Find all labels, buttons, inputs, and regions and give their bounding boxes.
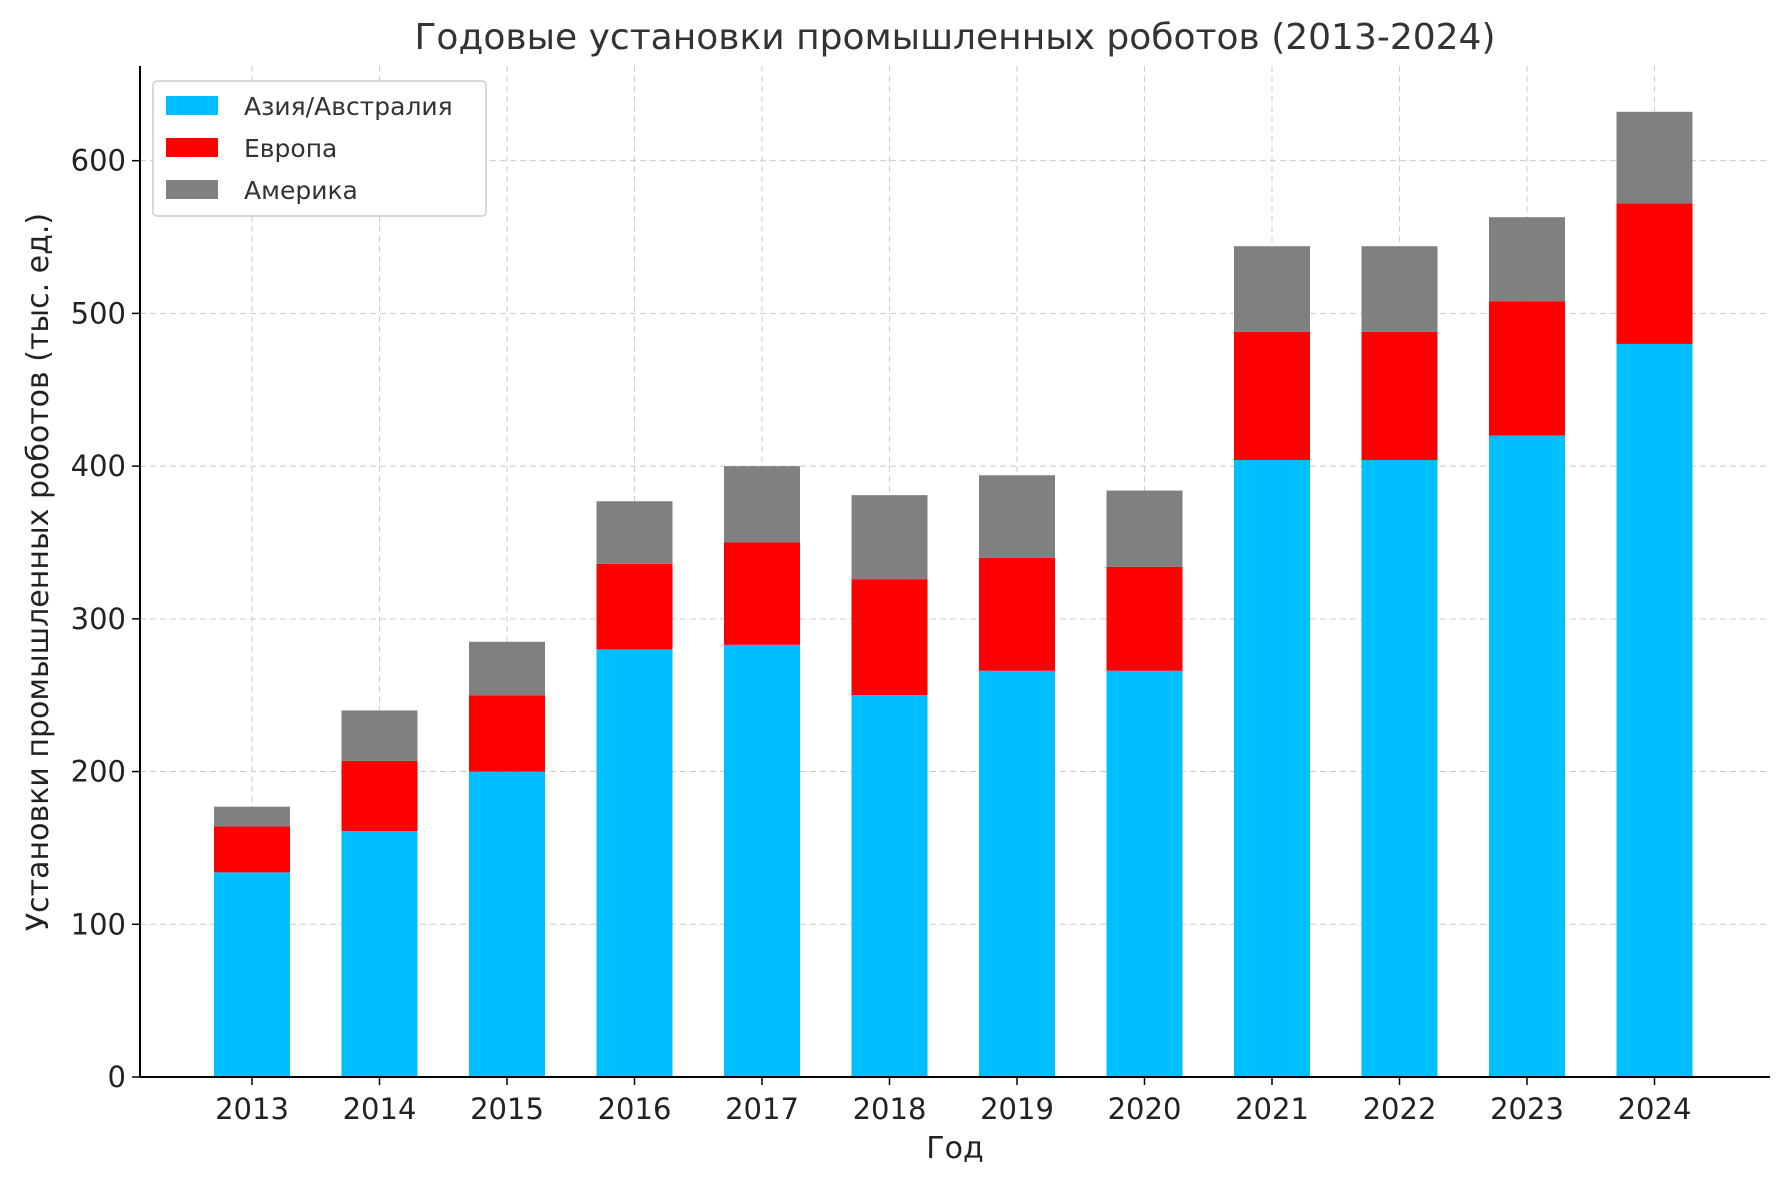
- chart-title: Годовые установки промышленных роботов (…: [414, 17, 1495, 58]
- legend-label-2: Америка: [244, 176, 358, 205]
- bar-segment-2-2024: [1616, 111, 1693, 204]
- y-tick-label: 600: [71, 144, 126, 178]
- bar-segment-1-2024: [1616, 203, 1693, 344]
- bar-segment-2-2022: [1361, 246, 1438, 332]
- x-tick-label: 2023: [1490, 1092, 1564, 1126]
- legend-swatch-2: [166, 180, 218, 199]
- bar-segment-0-2024: [1616, 343, 1693, 1078]
- legend-label-1: Европа: [244, 134, 337, 163]
- legend-swatch-1: [166, 138, 218, 157]
- bar-segment-2-2013: [214, 806, 290, 827]
- bar-segment-0-2018: [851, 695, 928, 1077]
- bar-segment-2-2019: [979, 475, 1055, 558]
- x-tick-label: 2018: [853, 1092, 927, 1126]
- bar-segment-1-2019: [979, 557, 1055, 671]
- bars: [214, 111, 1693, 1078]
- bar-segment-2-2023: [1489, 217, 1565, 302]
- x-axis-label: Год: [926, 1131, 983, 1166]
- bar-segment-0-2017: [724, 644, 800, 1077]
- y-tick-label: 200: [71, 755, 126, 789]
- bar-segment-0-2021: [1234, 460, 1310, 1077]
- legend-box: [152, 80, 487, 217]
- bar-segment-0-2023: [1489, 435, 1565, 1077]
- x-tick-label: 2021: [1235, 1092, 1309, 1126]
- bar-segment-2-2020: [1106, 490, 1183, 567]
- bar-segment-1-2020: [1106, 566, 1183, 671]
- bar-segment-2-2015: [469, 641, 545, 696]
- bar-segment-0-2016: [596, 649, 673, 1077]
- y-tick-label: 500: [71, 296, 126, 330]
- bar-segment-0-2015: [469, 771, 545, 1077]
- x-tick-label: 2013: [215, 1092, 289, 1126]
- bar-segment-1-2017: [724, 542, 800, 645]
- bar-segment-2-2021: [1234, 246, 1310, 332]
- x-tick-label: 2014: [343, 1092, 417, 1126]
- y-tick-label: 300: [71, 602, 126, 636]
- bar-segment-1-2016: [596, 563, 673, 650]
- x-tick-label: 2016: [598, 1092, 672, 1126]
- bar-segment-1-2023: [1489, 301, 1565, 436]
- axes: [139, 66, 1770, 1078]
- bar-segment-2-2016: [596, 501, 673, 564]
- legend-label-0: Азия/Австралия: [244, 92, 453, 121]
- bar-segment-0-2020: [1106, 670, 1183, 1077]
- bar-segment-0-2014: [341, 831, 418, 1077]
- bar-segment-0-2022: [1361, 460, 1438, 1077]
- bar-segment-1-2014: [341, 760, 418, 832]
- x-tick-label: 2022: [1363, 1092, 1437, 1126]
- bar-segment-1-2021: [1234, 331, 1310, 461]
- legend: Азия/Австралия Европа Америка: [152, 80, 487, 217]
- bar-segment-1-2015: [469, 695, 545, 772]
- bar-segment-1-2022: [1361, 331, 1438, 461]
- x-tick-label: 2019: [980, 1092, 1054, 1126]
- bar-segment-2-2014: [341, 710, 418, 761]
- legend-swatch-0: [166, 96, 218, 115]
- bar-segment-2-2018: [851, 495, 928, 580]
- x-tick-label: 2020: [1108, 1092, 1182, 1126]
- bar-segment-0-2019: [979, 670, 1055, 1077]
- bar-segment-2-2017: [724, 466, 800, 543]
- tick-labels: 0 100 200 300 400 500 600 2013 2014 2015 2016 2017 2…: [71, 144, 1692, 1126]
- x-tick-label: 2017: [725, 1092, 799, 1126]
- bar-segment-1-2018: [851, 579, 928, 696]
- bar-segment-1-2013: [214, 826, 290, 873]
- x-tick-label: 2024: [1618, 1092, 1692, 1126]
- y-tick-label: 0: [108, 1060, 126, 1094]
- bar-segment-0-2013: [214, 872, 290, 1077]
- x-tick-label: 2015: [470, 1092, 544, 1126]
- y-tick-label: 100: [71, 907, 126, 941]
- y-tick-label: 400: [71, 449, 126, 483]
- y-axis-label: Установки промышленных роботов (тыс. ед.…: [21, 213, 56, 931]
